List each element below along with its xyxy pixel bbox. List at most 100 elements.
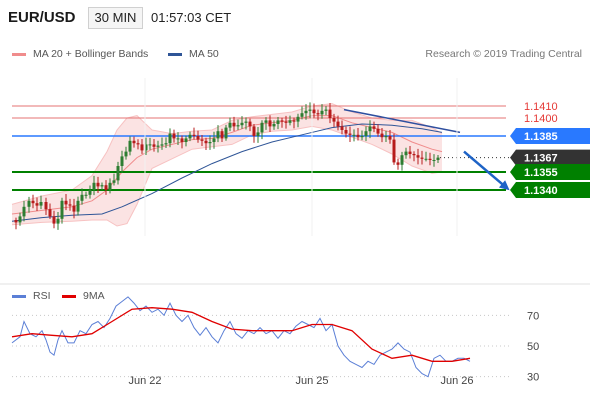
candle-body	[140, 144, 144, 151]
candle-body	[412, 154, 416, 156]
candle-body	[160, 144, 164, 146]
trendline	[343, 108, 461, 134]
legend-item-ma50: MA 50	[168, 48, 219, 60]
candle-body	[27, 200, 31, 207]
candle-body	[52, 216, 56, 224]
candle-body	[35, 203, 39, 206]
candle-body	[156, 145, 160, 147]
rsi-swatch	[12, 294, 26, 298]
candle-body	[320, 110, 324, 115]
candle-body	[268, 120, 272, 127]
candle-body	[240, 122, 244, 126]
candle-body	[292, 120, 296, 122]
candle-body	[228, 122, 232, 128]
x-tick-label: Jun 25	[295, 375, 328, 387]
candle-body	[352, 134, 356, 136]
candle-body	[264, 120, 268, 123]
candle-body	[380, 133, 384, 138]
candle-body	[404, 151, 408, 156]
candle-body	[148, 144, 152, 146]
candle-body	[208, 142, 212, 144]
candle-body	[344, 130, 348, 134]
rsi-tick-label: 30	[527, 372, 539, 384]
candle-body	[384, 136, 388, 138]
candle-body	[92, 182, 96, 190]
candle-body	[152, 144, 156, 147]
timeframe-button[interactable]: 30 MIN	[88, 7, 143, 29]
legend-bollinger-label: MA 20 + Bollinger Bands	[33, 48, 149, 60]
level-tag-box	[510, 182, 590, 198]
ma50-swatch	[168, 52, 182, 56]
level-label-1-1355: 1.1355	[524, 167, 558, 179]
candle-body	[128, 140, 132, 152]
legend-rsi-ma-label: 9MA	[83, 290, 105, 302]
candle-body	[18, 216, 22, 223]
candle-body	[80, 194, 84, 201]
candle-body	[428, 158, 432, 160]
candle-body	[232, 122, 236, 127]
candle-body	[172, 133, 176, 139]
x-tick-label: Jun 22	[128, 375, 161, 387]
legend-item-bollinger: MA 20 + Bollinger Bands	[12, 48, 148, 60]
candle-body	[416, 155, 420, 158]
candle-body	[288, 120, 292, 123]
level-tag-1-1367: 1.1367	[510, 149, 590, 166]
candle-body	[88, 190, 92, 195]
candle-body	[84, 194, 88, 196]
candle-body	[56, 218, 60, 224]
rsi-ma-line	[11, 307, 471, 362]
candle-body	[14, 220, 18, 223]
candle-body	[316, 113, 320, 115]
candle-body	[256, 132, 260, 136]
candle-body	[312, 109, 316, 114]
legend-ma50-label: MA 50	[189, 48, 219, 60]
rsi-legend: RSI 9MA	[0, 290, 590, 306]
candle-body	[64, 200, 68, 205]
candle-body	[248, 121, 252, 127]
candle-body	[164, 143, 168, 145]
candle-body	[272, 124, 276, 127]
legend-rsi-label: RSI	[33, 290, 51, 302]
candle-body	[104, 185, 108, 190]
candle-body	[196, 136, 200, 140]
candle-body	[120, 156, 124, 166]
candle-body	[400, 155, 404, 165]
projection-arrow-head	[498, 180, 510, 191]
candle-body	[396, 162, 400, 165]
level-label-1-1400: 1.1400	[524, 113, 558, 125]
candle-body	[124, 151, 128, 157]
chart-header: EUR/USD 30 MIN 01:57:03 CET	[0, 0, 590, 37]
candles-group	[14, 102, 440, 230]
level-label-1-1340: 1.1340	[524, 185, 558, 197]
candle-body	[376, 128, 380, 134]
candle-body	[116, 166, 120, 181]
level-label-1-1385: 1.1385	[524, 131, 558, 143]
candle-body	[76, 200, 80, 212]
candle-body	[432, 160, 436, 161]
candle-body	[180, 138, 184, 142]
candle-body	[60, 200, 64, 219]
candle-body	[216, 131, 220, 139]
candle-body	[96, 182, 100, 187]
bollinger-swatch	[12, 52, 26, 56]
candle-body	[204, 140, 208, 144]
level-label-1-1410: 1.1410	[524, 101, 558, 113]
candle-body	[44, 202, 48, 210]
candle-body	[236, 125, 240, 127]
candle-body	[296, 116, 300, 122]
candle-body	[340, 126, 344, 130]
candle-body	[22, 206, 26, 217]
level-tag-1-1340: 1.1340	[510, 182, 590, 198]
candle-body	[48, 209, 52, 217]
candle-body	[188, 134, 192, 139]
symbol-label: EUR/USD	[8, 9, 76, 26]
candle-body	[224, 127, 228, 139]
candle-body	[31, 200, 35, 204]
candle-body	[388, 136, 392, 140]
candle-body	[200, 139, 204, 141]
candle-body	[68, 204, 72, 206]
bollinger-mid-line	[11, 115, 443, 215]
candle-body	[220, 131, 224, 139]
candle-body	[300, 113, 304, 117]
candle-body	[308, 109, 312, 111]
